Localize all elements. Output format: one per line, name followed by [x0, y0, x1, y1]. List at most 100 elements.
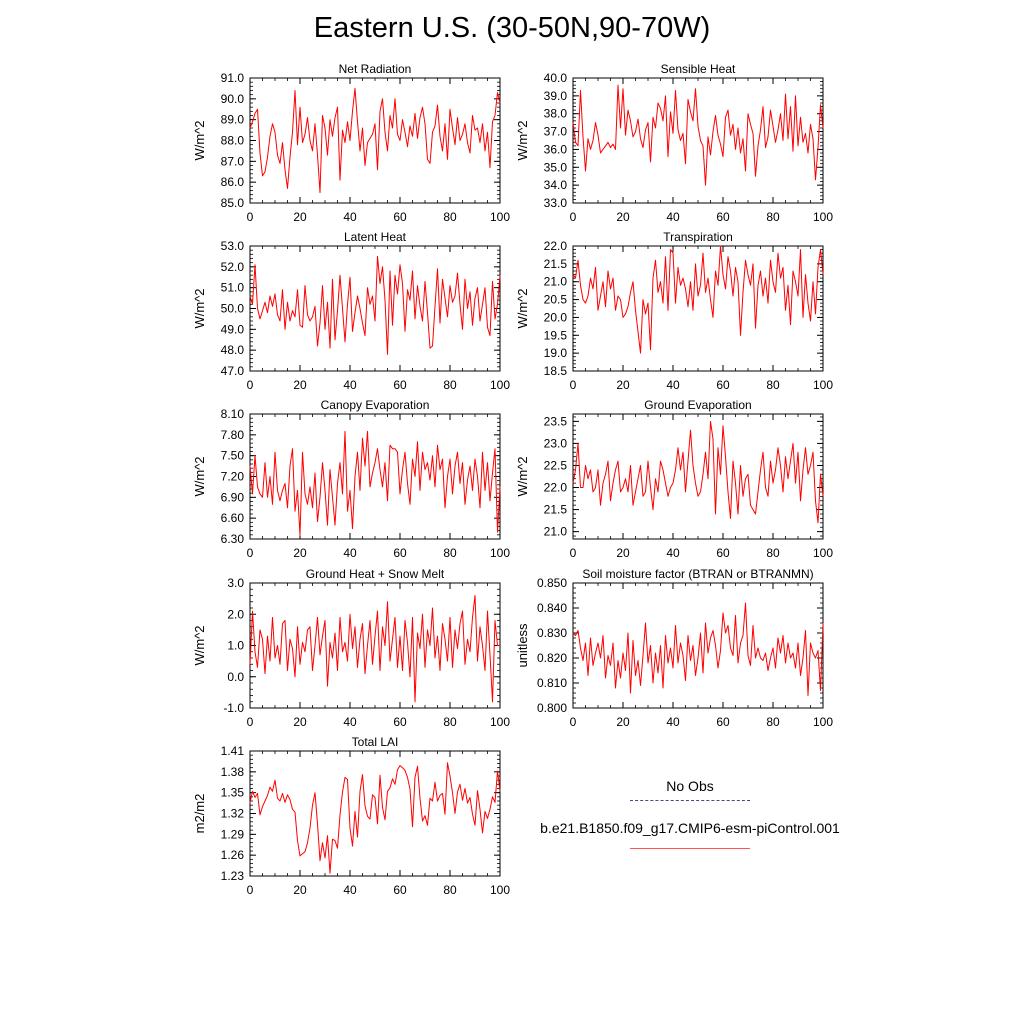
x-tick-label: 80 — [443, 210, 457, 224]
y-tick-label: 21.0 — [544, 275, 568, 289]
y-tick-label: 86.0 — [221, 175, 245, 189]
x-tick-label: 20 — [293, 715, 307, 729]
x-tick-label: 100 — [490, 378, 510, 392]
y-tick-label: 85.0 — [221, 196, 245, 210]
panel-soil-moisture-factor-btran-or-btranmn: Soil moisture factor (BTRAN or BTRANMN) u… — [515, 567, 833, 729]
y-tick-label: 0.840 — [537, 601, 567, 615]
y-tick-label: 7.50 — [221, 449, 245, 463]
y-tick-label: 7.20 — [221, 470, 245, 484]
plot-frame — [572, 413, 824, 540]
y-tick-label: 35.0 — [544, 160, 568, 174]
x-tick-label: 100 — [490, 715, 510, 729]
panel-ground-heat-snow-melt: Ground Heat + Snow Melt W/m^2 -1.0 0.0 1.0 2.… — [192, 567, 510, 729]
y-axis-label: W/m^2 — [192, 625, 207, 665]
y-tick-label: 22.5 — [544, 458, 568, 472]
y-tick-label: 19.5 — [544, 328, 568, 342]
y-axis-label: W/m^2 — [515, 288, 530, 328]
series-line — [572, 602, 824, 696]
y-tick-label: 0.820 — [537, 651, 567, 665]
y-tick-label: 21.5 — [544, 503, 568, 517]
panel-ground-evaporation: Ground Evaporation W/m^2 21.0 21.5 22.0 22.5 2… — [515, 398, 833, 560]
panel-title: Net Radiation — [339, 62, 412, 76]
x-tick-label: 80 — [443, 715, 457, 729]
y-tick-label: 1.29 — [221, 827, 245, 841]
y-tick-label: 1.32 — [221, 807, 245, 821]
x-tick-label: 40 — [666, 210, 680, 224]
plot-frame — [572, 582, 824, 709]
y-axis-label: W/m^2 — [515, 456, 530, 496]
y-tick-label: 48.0 — [221, 343, 245, 357]
y-axis-label: W/m^2 — [192, 456, 207, 496]
panel-title: Ground Heat + Snow Melt — [306, 567, 445, 581]
y-tick-label: 1.41 — [221, 744, 245, 758]
y-axis-label: m2/m2 — [192, 794, 207, 834]
y-tick-label: 36.0 — [544, 142, 568, 156]
y-tick-label: 2.0 — [227, 607, 244, 621]
y-tick-label: 0.810 — [537, 676, 567, 690]
x-tick-label: 80 — [766, 715, 780, 729]
y-tick-label: 50.0 — [221, 302, 245, 316]
panel-title: Ground Evaporation — [644, 398, 751, 412]
x-tick-label: 40 — [666, 546, 680, 560]
x-tick-label: 20 — [293, 546, 307, 560]
x-tick-label: 80 — [443, 883, 457, 897]
y-tick-label: 90.0 — [221, 92, 245, 106]
y-tick-label: 23.5 — [544, 414, 568, 428]
plot-frame — [249, 582, 501, 709]
y-tick-label: 0.800 — [537, 701, 567, 715]
y-tick-label: 89.0 — [221, 113, 245, 127]
y-tick-label: 22.0 — [544, 481, 568, 495]
series-line — [572, 245, 824, 354]
y-tick-label: 33.0 — [544, 196, 568, 210]
y-tick-label: 21.5 — [544, 257, 568, 271]
x-tick-label: 0 — [570, 210, 577, 224]
y-tick-label: 37.0 — [544, 125, 568, 139]
y-axis-label: unitless — [515, 623, 530, 668]
x-tick-label: 60 — [393, 715, 407, 729]
x-tick-label: 100 — [490, 210, 510, 224]
y-tick-label: 38.0 — [544, 107, 568, 121]
x-tick-label: 0 — [247, 715, 254, 729]
x-tick-label: 40 — [343, 210, 357, 224]
x-tick-label: 100 — [813, 378, 833, 392]
x-tick-label: 40 — [343, 378, 357, 392]
panel-latent-heat: Latent Heat W/m^2 47.0 48.0 49.0 50.0 51.0 52.0… — [192, 230, 510, 392]
legend-entry-model: b.e21.B1850.f09_g17.CMIP6-esm-piControl.… — [520, 818, 860, 860]
y-tick-label: 6.60 — [221, 511, 245, 525]
y-tick-label: 88.0 — [221, 134, 245, 148]
series-line — [249, 87, 501, 194]
panel-sensible-heat: Sensible Heat W/m^2 33.0 34.0 35.0 36.0 37.0 38… — [515, 62, 833, 224]
y-tick-label: 0.0 — [227, 670, 244, 684]
panel-transpiration: Transpiration W/m^2 18.5 19.0 19.5 20.0 20.5 21… — [515, 230, 833, 392]
x-tick-label: 60 — [393, 883, 407, 897]
x-tick-label: 40 — [666, 378, 680, 392]
x-tick-label: 20 — [293, 378, 307, 392]
y-tick-label: 18.5 — [544, 364, 568, 378]
x-tick-label: 20 — [293, 210, 307, 224]
legend-swatch-solid — [630, 848, 750, 849]
y-tick-label: 3.0 — [227, 576, 244, 590]
x-tick-label: 80 — [766, 546, 780, 560]
y-tick-label: 40.0 — [544, 71, 568, 85]
y-axis-label: W/m^2 — [515, 120, 530, 160]
x-tick-label: 20 — [616, 378, 630, 392]
panel-title: Sensible Heat — [661, 62, 736, 76]
panel-title: Canopy Evaporation — [321, 398, 430, 412]
y-tick-label: 51.0 — [221, 281, 245, 295]
y-tick-label: 6.30 — [221, 532, 245, 546]
y-tick-label: 23.0 — [544, 436, 568, 450]
y-tick-label: 53.0 — [221, 239, 245, 253]
y-tick-label: 39.0 — [544, 89, 568, 103]
y-tick-label: 21.0 — [544, 525, 568, 539]
x-tick-label: 0 — [247, 883, 254, 897]
y-tick-label: 34.0 — [544, 178, 568, 192]
x-tick-label: 40 — [343, 715, 357, 729]
x-tick-label: 20 — [616, 546, 630, 560]
x-tick-label: 20 — [293, 883, 307, 897]
panel-title: Soil moisture factor (BTRAN or BTRANMN) — [582, 567, 813, 581]
x-tick-label: 100 — [490, 883, 510, 897]
x-tick-label: 0 — [570, 378, 577, 392]
y-tick-label: 0.830 — [537, 626, 567, 640]
x-tick-label: 60 — [393, 210, 407, 224]
x-tick-label: 0 — [570, 715, 577, 729]
